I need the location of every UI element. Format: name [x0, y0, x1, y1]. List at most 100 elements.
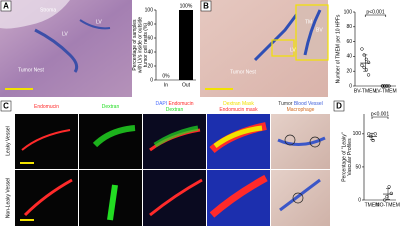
- x-tick-label: In: [164, 82, 168, 88]
- vessel: [303, 9, 322, 56]
- scale-bar: [20, 219, 34, 221]
- significance-bracket: [364, 14, 387, 17]
- column-header: Macrophage: [287, 107, 315, 113]
- scale-bar: [5, 88, 33, 90]
- vessel: [34, 28, 79, 73]
- image-label: Tumor Nest: [18, 67, 45, 73]
- signal: [213, 125, 263, 149]
- image: [207, 114, 270, 169]
- y-tick-label: 0: [150, 77, 153, 83]
- value-label: 0%: [162, 73, 170, 79]
- panel-letter-box: [200, 0, 212, 12]
- signal: [23, 178, 73, 217]
- y-tick-label: 100: [353, 131, 362, 137]
- data-point: [383, 198, 387, 202]
- image: [271, 170, 330, 226]
- image-label: LV: [96, 19, 102, 25]
- x-tick-label: Out: [182, 82, 191, 88]
- error-bar: [386, 188, 390, 200]
- x-tick-label: TMEM: [365, 202, 380, 208]
- y-tick-label: 0: [349, 83, 352, 89]
- signal: [92, 125, 136, 148]
- y-tick-label: 100: [344, 9, 353, 15]
- y-tick-label: 100: [145, 7, 154, 13]
- error-bar: [370, 132, 374, 141]
- data-point: [366, 73, 371, 77]
- header-part: Tumor: [278, 101, 294, 107]
- circle-marker: [284, 134, 296, 146]
- header-part: Endomucin: [34, 104, 59, 110]
- data-point: [387, 185, 391, 189]
- signal: [153, 125, 199, 148]
- header-part: Endomucin: [169, 101, 194, 107]
- header-part: Dextran Mask: [223, 101, 254, 107]
- image-label: LV: [290, 47, 296, 53]
- x-tick-label: NO-TMEM: [376, 202, 400, 208]
- image-label: BV: [316, 27, 323, 33]
- panel-letter-box: [333, 100, 345, 112]
- image-label: Stroma: [40, 7, 56, 13]
- y-tick-label: 40: [346, 54, 352, 60]
- image-label: LV: [62, 31, 68, 37]
- signal: [21, 129, 71, 151]
- panel-letter-box: [0, 100, 12, 112]
- data-point: [385, 195, 389, 199]
- error-bar: [363, 54, 368, 72]
- data-point: [364, 57, 369, 62]
- panel-letter-box: [0, 0, 12, 12]
- circle-marker: [309, 136, 321, 148]
- column-header: Endomucin: [34, 104, 59, 110]
- y-tick-label: 60: [147, 35, 153, 41]
- stroma-region: [0, 0, 70, 29]
- y-axis-label: Vascular Profiles: [347, 138, 353, 176]
- column-header: Dextran: [166, 107, 184, 113]
- column-header: Endomucin mask: [219, 107, 258, 113]
- data-point: [371, 138, 375, 143]
- image-label: TM: [305, 19, 312, 25]
- image-label: Tumor Nest: [230, 69, 257, 75]
- x-tick-label: BV-TMEM: [354, 88, 377, 94]
- y-axis-label: tumor cell nests (%): [143, 23, 149, 68]
- y-axis-label: Number of TMEM per 10 HPFs: [335, 14, 341, 83]
- y-tick-label: 40: [147, 49, 153, 55]
- data-point: [389, 191, 393, 196]
- circle-marker: [292, 192, 304, 204]
- x-tick-label: LV-TMEM: [375, 88, 397, 94]
- header-part: Endomucin mask: [219, 107, 258, 113]
- y-tick-label: 80: [147, 21, 153, 27]
- vessel: [253, 9, 302, 62]
- header-part: Macrophage: [287, 107, 315, 113]
- header-part: Blood Vessel: [294, 101, 323, 107]
- data-point: [367, 132, 371, 136]
- signal: [209, 174, 268, 218]
- p-value: p<0.001: [371, 111, 389, 117]
- figure: Stroma LV Tumor Nest LV Tumor Nest TM BV LV A B C D…: [0, 0, 400, 227]
- image: [79, 114, 142, 169]
- data-point: [360, 47, 364, 51]
- data-point: [366, 60, 371, 64]
- y-tick-label: 20: [346, 69, 352, 75]
- significance-bracket: [371, 116, 389, 119]
- y-axis-label: Percentage of samples: [132, 19, 138, 71]
- panel-letter: C: [3, 102, 9, 111]
- row-label: Leaky Vessel: [5, 126, 11, 155]
- data-point: [373, 132, 377, 136]
- column-header: Tumor Blood Vessel: [278, 101, 323, 107]
- panel-letter: A: [3, 2, 9, 11]
- y-tick-label: 60: [346, 39, 352, 45]
- vessel: [79, 19, 111, 30]
- data-point: [360, 63, 364, 67]
- signal: [277, 136, 326, 146]
- y-tick-label: 0: [358, 197, 361, 203]
- panel-letter: B: [203, 2, 209, 11]
- signal: [107, 184, 118, 221]
- header-part: DAPI: [155, 101, 168, 107]
- y-tick-label: 80: [346, 24, 352, 30]
- column-header: DAPI Endomucin: [155, 101, 193, 107]
- column-header: Dextran Mask: [223, 101, 254, 107]
- signal: [279, 178, 321, 212]
- header-part: Dextran: [102, 104, 120, 110]
- y-axis-label: with LVs inside or outside: [137, 17, 143, 74]
- image: [15, 114, 78, 169]
- zoom-box: [271, 39, 295, 57]
